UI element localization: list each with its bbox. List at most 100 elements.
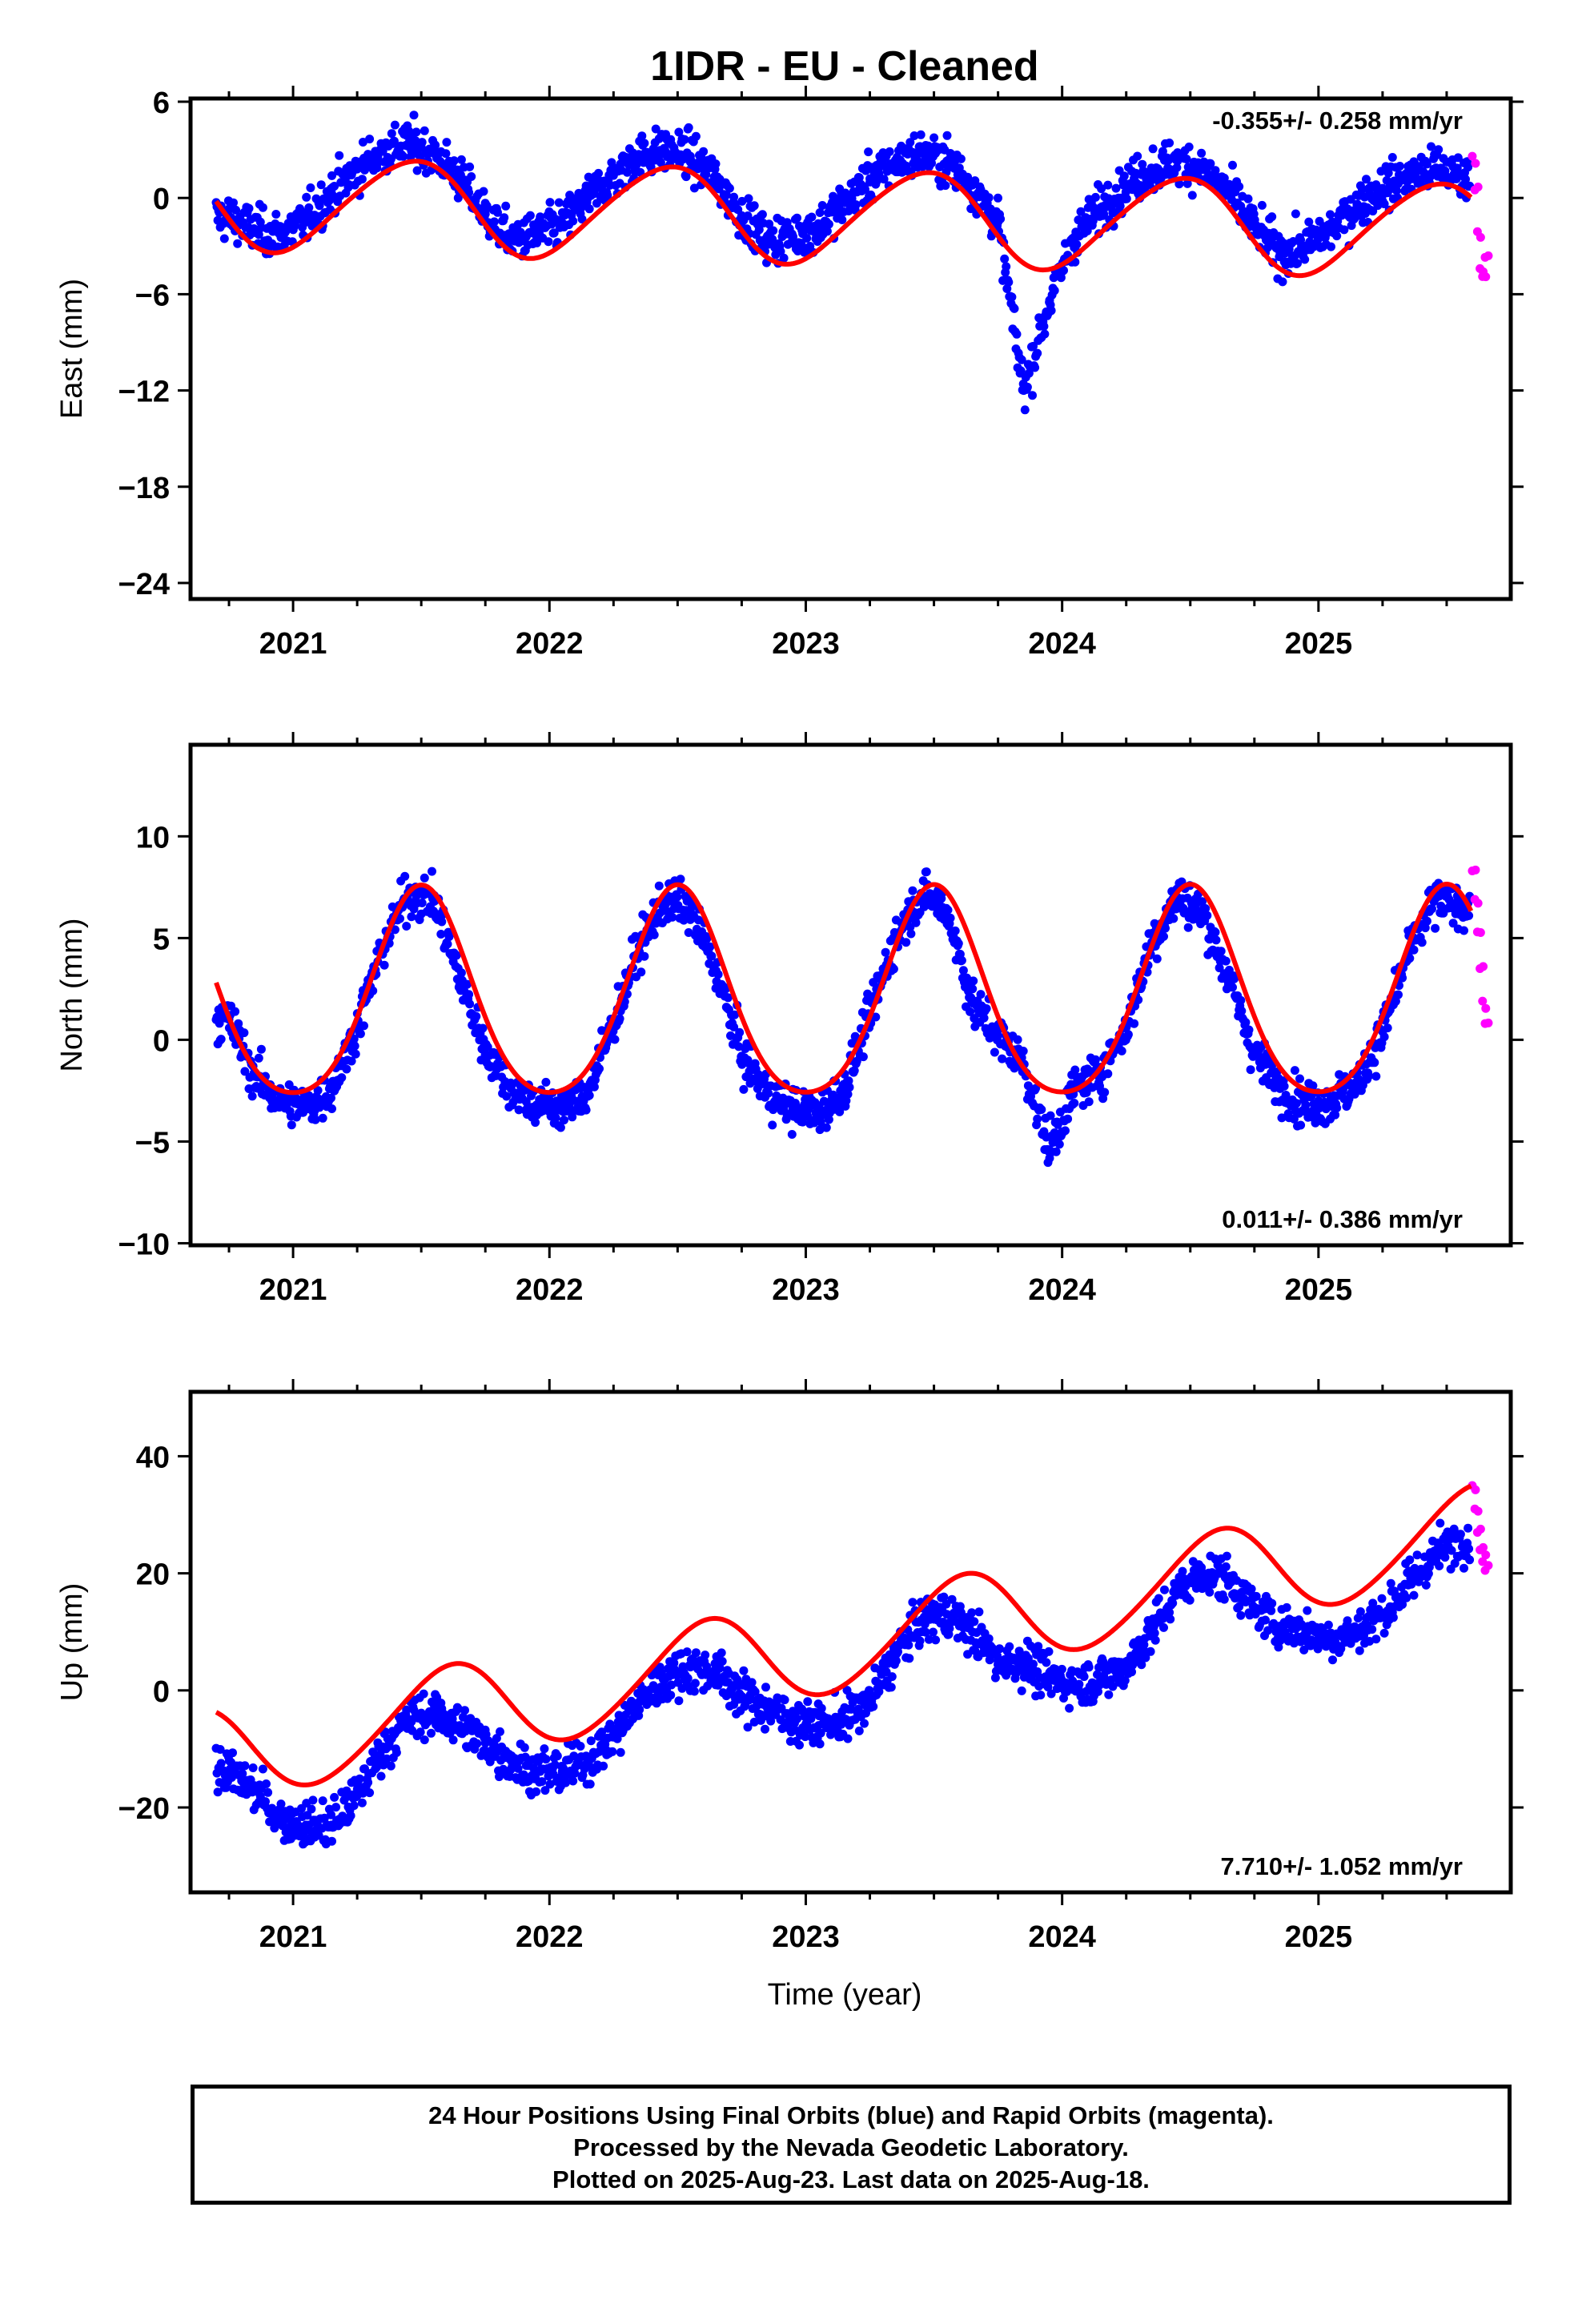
up-final-point <box>1029 1659 1038 1669</box>
up-final-point <box>1122 1663 1131 1672</box>
up-final-point <box>404 1715 413 1724</box>
east-final-point <box>725 183 734 193</box>
figure-title: 1IDR - EU - Cleaned <box>650 43 1038 90</box>
north-final-point <box>858 1052 868 1062</box>
north-final-point <box>417 899 427 907</box>
east-final-point <box>316 180 326 190</box>
east-final-point <box>994 217 1003 227</box>
east-final-point <box>839 198 849 207</box>
east-final-point <box>244 203 254 213</box>
north-final-point <box>1100 1088 1110 1097</box>
up-final-point <box>216 1759 226 1768</box>
up-final-point <box>1019 1656 1029 1666</box>
north-final-point <box>1417 938 1427 947</box>
up-rapid-point <box>1484 1561 1493 1570</box>
north-final-point <box>1460 926 1468 935</box>
up-final-point <box>803 1697 813 1707</box>
east-final-point <box>1228 160 1237 170</box>
east-final-point <box>467 172 476 181</box>
up-final-point <box>1455 1534 1464 1543</box>
up-final-point <box>355 1774 364 1783</box>
up-final-point <box>1355 1646 1364 1655</box>
east-final-point <box>501 201 511 211</box>
east-x-tick-label: 2023 <box>772 627 840 661</box>
north-y-tick-label: 5 <box>153 923 170 956</box>
north-final-point <box>979 1013 989 1023</box>
north-final-point <box>1436 901 1446 911</box>
up-final-point <box>215 1745 225 1754</box>
north-final-point <box>1134 995 1143 1004</box>
north-final-point <box>327 1084 336 1093</box>
east-points <box>211 111 1493 415</box>
east-final-point <box>754 225 764 235</box>
east-final-point <box>568 216 578 226</box>
up-final-point <box>1301 1627 1311 1637</box>
up-final-point <box>583 1756 592 1766</box>
east-final-point <box>1332 231 1342 241</box>
east-final-point <box>1403 171 1413 180</box>
east-final-point <box>1327 225 1336 235</box>
north-final-point <box>1332 1104 1342 1112</box>
east-final-point <box>1096 203 1106 212</box>
east-final-point <box>574 188 584 198</box>
east-final-point <box>1147 164 1157 174</box>
up-final-point <box>1267 1598 1277 1608</box>
up-final-point <box>248 1763 258 1772</box>
east-y-axis-label: East (mm) <box>55 279 89 419</box>
north-final-point <box>1161 923 1170 933</box>
north-final-point <box>1169 914 1178 923</box>
east-final-point <box>1391 186 1401 195</box>
up-final-point <box>492 1734 501 1743</box>
north-final-point <box>428 866 436 876</box>
north-final-point <box>581 1105 591 1115</box>
east-final-point <box>637 131 647 141</box>
north-final-point <box>464 990 474 999</box>
east-final-point <box>250 225 259 235</box>
up-final-point <box>795 1740 804 1750</box>
east-final-point <box>930 133 939 143</box>
east-final-point <box>231 205 241 215</box>
east-final-point <box>352 164 362 174</box>
east-final-point <box>691 131 701 141</box>
north-final-point <box>969 976 978 986</box>
north-final-point <box>551 1113 560 1123</box>
north-final-point <box>1070 1099 1079 1108</box>
up-final-point <box>1104 1690 1114 1699</box>
north-final-point <box>1431 923 1440 933</box>
east-final-point <box>802 234 812 243</box>
up-final-point <box>635 1705 644 1715</box>
north-final-point <box>1237 1006 1247 1015</box>
north-final-point <box>1420 923 1430 933</box>
north-final-point <box>1246 1065 1255 1075</box>
up-final-point <box>608 1747 617 1756</box>
up-final-point <box>382 1754 391 1763</box>
north-final-point <box>1103 1069 1113 1079</box>
up-final-point <box>1005 1642 1014 1651</box>
east-final-point <box>1243 194 1253 203</box>
north-final-point <box>541 1077 551 1087</box>
east-final-point <box>1020 405 1030 415</box>
north-final-point <box>787 1130 797 1139</box>
north-final-point <box>958 966 968 975</box>
up-final-point <box>1219 1594 1229 1604</box>
east-final-point <box>1263 243 1273 252</box>
east-final-point <box>1148 144 1158 154</box>
east-final-point <box>1122 194 1131 203</box>
east-final-point <box>1029 341 1038 351</box>
up-final-point <box>1120 1676 1130 1685</box>
east-final-point <box>824 219 833 229</box>
up-final-point <box>541 1755 551 1764</box>
up-final-point <box>1108 1682 1118 1691</box>
east-y-tick-label: −18 <box>118 472 170 505</box>
x-axis-label: Time (year) <box>768 1978 922 2012</box>
east-final-point <box>1379 199 1389 209</box>
east-final-point <box>1326 210 1335 219</box>
east-final-point <box>1046 306 1056 316</box>
up-final-point <box>853 1704 863 1714</box>
east-rapid-point <box>1468 151 1477 161</box>
north-y-tick-label: 10 <box>136 821 170 854</box>
up-final-point <box>1267 1606 1276 1615</box>
north-final-point <box>1082 1088 1091 1097</box>
east-final-point <box>1362 175 1371 184</box>
